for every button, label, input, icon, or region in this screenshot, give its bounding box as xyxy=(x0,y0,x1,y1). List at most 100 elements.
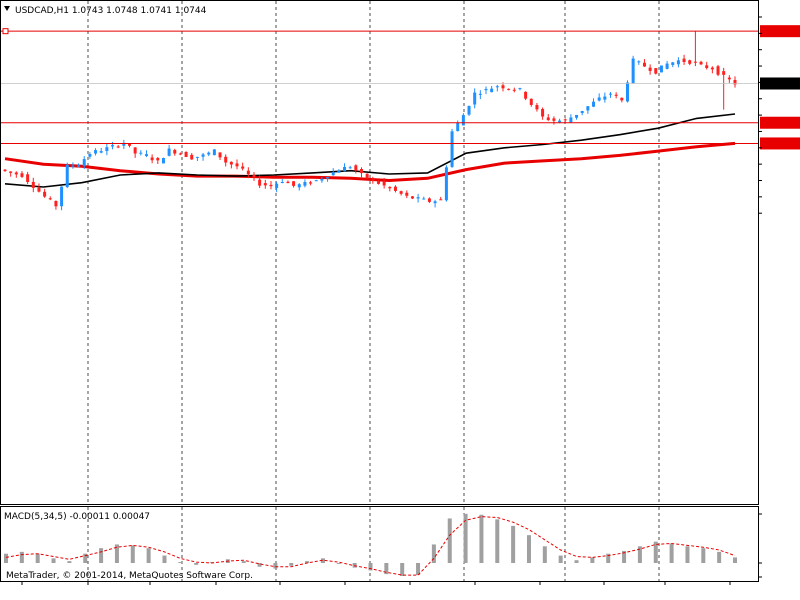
candle-body xyxy=(314,180,318,182)
candle-body xyxy=(116,146,120,148)
candle-body xyxy=(365,173,369,179)
candle-body xyxy=(614,94,618,96)
macd-bar xyxy=(590,557,595,563)
candle-body xyxy=(178,153,182,155)
candle-body xyxy=(512,89,516,91)
candle-body xyxy=(156,158,160,161)
candle-body xyxy=(433,201,437,204)
candle-body xyxy=(456,122,460,132)
collapse-triangle-icon[interactable] xyxy=(4,6,10,11)
candle-body xyxy=(727,77,731,80)
level-tag xyxy=(760,116,800,129)
macd-indicator xyxy=(4,513,737,576)
candle-body xyxy=(246,170,250,175)
copyright-text: MetaTrader, © 2001-2014, MetaQuotes Soft… xyxy=(6,571,253,581)
candle-body xyxy=(405,192,409,196)
candle-body xyxy=(184,151,188,158)
candle-body xyxy=(546,117,550,120)
macd-bar xyxy=(51,558,56,563)
candle-body xyxy=(133,147,137,154)
candle-body xyxy=(37,187,41,192)
candle-body xyxy=(676,60,680,65)
price-panel[interactable] xyxy=(0,0,759,505)
candle-body xyxy=(535,105,539,110)
macd-bar xyxy=(447,518,452,563)
candle-body xyxy=(286,181,290,184)
candle-body xyxy=(529,98,533,105)
candle-body xyxy=(207,152,211,155)
candle-body xyxy=(467,105,471,115)
candle-body xyxy=(688,60,692,64)
macd-bar xyxy=(320,558,325,563)
candle-body xyxy=(484,88,488,91)
macd-panel[interactable] xyxy=(0,506,759,582)
macd-bar xyxy=(146,548,151,563)
candle-body xyxy=(60,186,64,207)
macd-bar xyxy=(130,545,135,563)
current-price-tag xyxy=(760,77,800,90)
macd-bar xyxy=(717,551,722,563)
candle-body xyxy=(654,68,658,74)
candle-body xyxy=(625,82,629,102)
macd-bar xyxy=(653,541,658,563)
candle-body xyxy=(399,191,403,194)
candle-body xyxy=(410,196,414,199)
candle-body xyxy=(14,172,18,175)
macd-bar xyxy=(542,546,547,563)
macd-bar xyxy=(463,513,468,563)
macd-bar xyxy=(178,562,183,563)
horizontal-levels[interactable] xyxy=(1,25,800,150)
macd-bar xyxy=(733,557,737,563)
candle-body xyxy=(258,179,262,186)
macd-bar xyxy=(194,563,199,565)
candle-body xyxy=(263,183,267,186)
macd-bar xyxy=(637,546,642,563)
candle-body xyxy=(541,109,545,117)
candle-body xyxy=(609,93,613,95)
candle-body xyxy=(111,145,115,147)
candle-body xyxy=(269,184,273,187)
macd-bar xyxy=(368,563,373,571)
candle-body xyxy=(54,201,58,207)
candle-body xyxy=(710,67,714,70)
candle-body xyxy=(331,172,335,176)
candle-body xyxy=(65,164,69,188)
candle-body xyxy=(665,63,669,69)
candle-body xyxy=(309,182,313,184)
candle-body xyxy=(722,71,726,75)
candle-body xyxy=(280,182,284,184)
macd-bar xyxy=(83,553,88,563)
candle-body xyxy=(303,181,307,186)
price-axis xyxy=(758,16,762,578)
candle-body xyxy=(631,58,635,83)
macd-bar xyxy=(99,548,104,563)
candle-body xyxy=(393,186,397,191)
candle-body xyxy=(637,61,641,63)
candle-body xyxy=(99,151,103,153)
time-axis xyxy=(21,581,731,585)
candle-body xyxy=(31,181,35,188)
candle-body xyxy=(26,174,30,182)
macd-bar xyxy=(669,543,674,563)
candle-body xyxy=(127,143,131,146)
candle-body xyxy=(320,178,324,181)
candle-body xyxy=(416,197,420,199)
candle-body xyxy=(388,186,392,189)
macd-bar xyxy=(400,563,405,576)
candle-body xyxy=(3,169,7,171)
macd-bar xyxy=(685,546,690,563)
candle-body xyxy=(218,152,222,158)
macd-bar xyxy=(495,519,500,563)
macd-bar xyxy=(305,561,310,563)
candle-body xyxy=(478,93,482,95)
candle-body xyxy=(558,120,562,123)
candle-body xyxy=(671,62,675,65)
level-tag xyxy=(760,25,800,38)
candle-body xyxy=(20,173,24,177)
candle-body xyxy=(139,152,143,154)
macd-bar xyxy=(384,563,389,575)
candle-body xyxy=(292,181,296,186)
candle-body xyxy=(82,159,86,167)
macd-signal-line xyxy=(5,516,736,576)
